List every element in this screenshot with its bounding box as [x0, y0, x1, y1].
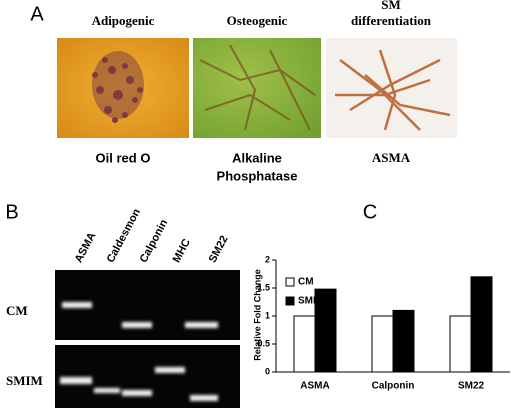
lane-label: ASMA — [73, 230, 99, 264]
column-title: Osteogenic — [227, 13, 288, 28]
legend-swatch — [285, 296, 295, 306]
row-label: CM — [6, 303, 28, 318]
bar — [371, 315, 394, 373]
stain-fibers — [199, 44, 316, 131]
x-tick-label: Calponin — [372, 381, 415, 392]
row-label: SMIM — [6, 373, 43, 388]
lane-label: Calponin — [138, 217, 171, 264]
stain-caption: Phosphatase — [217, 168, 298, 183]
adipogenic-image — [57, 38, 189, 138]
gel-bands — [60, 302, 218, 401]
legend-label: CM — [298, 277, 314, 288]
lane-label: MHC — [171, 237, 193, 265]
bar — [470, 276, 493, 373]
column-title: SM — [381, 0, 401, 12]
y-axis-label: Relative Fold Change — [252, 269, 262, 361]
y-tick-label: 1 — [265, 310, 270, 320]
osteogenic-image — [193, 38, 321, 138]
legend-label: SMIM — [298, 296, 324, 307]
bar — [293, 315, 316, 373]
legend-swatch — [285, 277, 295, 287]
column-title: differentiation — [351, 13, 432, 28]
stain-caption: Oil red O — [96, 150, 151, 165]
stain-spots — [92, 51, 144, 123]
y-tick-label: 0.5 — [257, 338, 270, 348]
y-tick-label: 0 — [265, 366, 270, 376]
x-tick-label: SM22 — [458, 381, 485, 392]
lane-label: SM22 — [207, 234, 231, 265]
stain-cells — [335, 49, 451, 131]
bar — [392, 309, 415, 373]
panel-label: A — [30, 3, 44, 25]
column-title: Adipogenic — [92, 13, 155, 28]
panel-label: C — [363, 201, 377, 223]
y-tick-label: 1.5 — [257, 282, 270, 292]
bar — [449, 315, 472, 373]
panel-label: B — [5, 201, 18, 223]
x-tick-label: ASMA — [300, 381, 329, 392]
stain-caption: Alkaline — [232, 150, 282, 165]
y-tick-label: 2 — [265, 254, 270, 264]
lane-label: Caldesmon — [105, 207, 144, 265]
stain-caption: ASMA — [372, 150, 411, 165]
